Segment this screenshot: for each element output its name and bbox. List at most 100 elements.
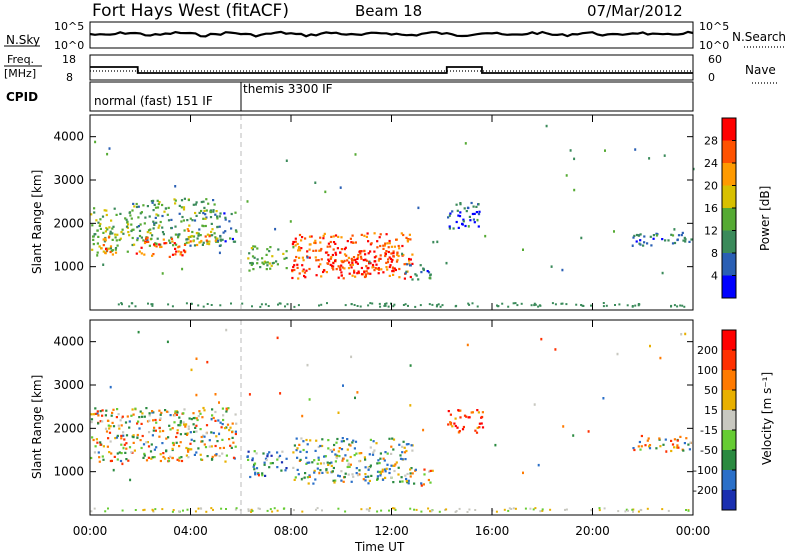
velocity-cell (162, 455, 165, 459)
velocity-cell (226, 423, 230, 426)
power-ground-cell (437, 303, 440, 306)
velocity-cell (304, 472, 307, 475)
power-cell (253, 256, 256, 259)
velocity-cell (187, 456, 190, 459)
velocity-cell (109, 425, 112, 428)
velocity-cell (205, 432, 208, 435)
power-scatter-cell (467, 225, 470, 228)
velocity-ground-cell (413, 508, 416, 511)
velocity-cell (632, 447, 635, 450)
power-cell (317, 259, 320, 262)
velocity-cell (208, 445, 211, 448)
power-cell (148, 215, 151, 218)
power-cell (235, 230, 238, 233)
power-cell (131, 243, 134, 247)
velocity-ground-cell (564, 508, 566, 511)
power-cell (138, 234, 142, 238)
power-cell (293, 268, 296, 272)
velocity-cell (451, 425, 454, 428)
power-cell (161, 214, 164, 218)
velocity-cell (682, 449, 685, 452)
power-cell (218, 215, 221, 218)
power-cell (145, 240, 148, 244)
power-cell (96, 251, 99, 254)
velocity-cell (93, 451, 96, 454)
power-cell (206, 242, 209, 245)
velocity-ground-cell (258, 507, 261, 510)
velocity-cell (300, 437, 303, 440)
power-cell (650, 244, 653, 247)
velocity-cell (478, 426, 481, 429)
velocity-cell (195, 451, 198, 454)
power-cell (152, 209, 155, 212)
velocity-cell (225, 426, 228, 429)
power-cell (208, 235, 211, 238)
power-ground-cell (670, 305, 672, 308)
velocity-cell (180, 459, 184, 463)
x-tick-label: 00:00 (676, 524, 711, 538)
power-cell (377, 272, 380, 275)
velocity-cell (234, 430, 237, 433)
velocity-cell (295, 437, 298, 440)
power-cell (114, 233, 117, 236)
power-cell (638, 242, 641, 245)
power-cell (252, 245, 255, 248)
power-cell (396, 252, 399, 255)
velocity-cell (184, 432, 187, 435)
power-cell (191, 230, 194, 234)
power-ground-cell (147, 302, 149, 305)
power-cell (389, 257, 393, 260)
colorbar-tick-label: 20 (704, 180, 718, 193)
power-cell (322, 270, 325, 274)
power-cell (140, 252, 143, 255)
velocity-cell (232, 441, 235, 444)
velocity-cell (175, 413, 178, 416)
velocity-cell (311, 461, 314, 464)
power-scatter-cell (569, 149, 572, 152)
velocity-ground-cell (152, 509, 155, 512)
power-scatter-cell (106, 152, 109, 156)
velocity-cell (351, 441, 354, 444)
velocity-cell (142, 456, 145, 459)
velocity-cell (177, 424, 180, 427)
power-ground-cell (590, 304, 592, 307)
velocity-cell (153, 448, 156, 451)
power-cell (681, 231, 684, 234)
noise-right-label: N.Search (732, 30, 786, 44)
velocity-cell (251, 459, 254, 462)
power-cell (406, 240, 409, 243)
velocity-cell (276, 451, 279, 454)
power-cell (97, 235, 100, 238)
velocity-cell (222, 414, 225, 417)
power-cell (298, 256, 301, 259)
power-cell (643, 241, 646, 244)
velocity-cell (111, 421, 114, 424)
power-cell (310, 235, 313, 238)
power-cell (209, 209, 212, 212)
velocity-cell (128, 426, 131, 429)
velocity-cell (390, 464, 393, 467)
power-cell (322, 234, 325, 237)
power-cell (364, 253, 367, 256)
velocity-ground-cell (234, 508, 237, 511)
power-cell (379, 233, 382, 236)
velocity-cell (138, 427, 141, 430)
power-cell (146, 239, 149, 242)
power-cell (475, 205, 478, 208)
power-ground-cell (435, 305, 438, 308)
velocity-cell (685, 437, 688, 440)
power-cell (127, 231, 130, 234)
velocity-cell (393, 469, 396, 473)
velocity-cell (402, 440, 405, 443)
velocity-cell (143, 452, 146, 455)
power-cell (256, 247, 259, 250)
velocity-cell (192, 412, 195, 415)
velocity-cell (410, 467, 413, 470)
power-cell (451, 210, 454, 213)
power-cell (380, 268, 383, 271)
velocity-ground-cell (409, 507, 412, 510)
power-ground-cell (369, 302, 372, 305)
velocity-cell (96, 410, 99, 413)
velocity-cell (327, 463, 330, 466)
colorbar-tick-label: 16 (704, 202, 718, 215)
